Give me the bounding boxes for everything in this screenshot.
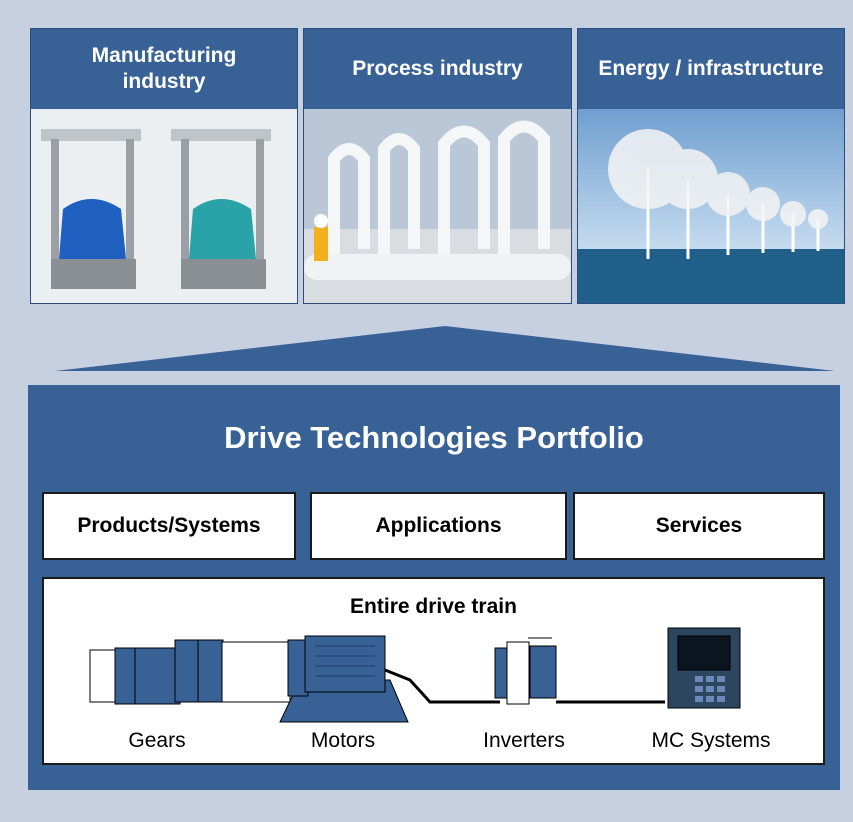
- component-label: MC Systems: [631, 729, 791, 753]
- component-label: Inverters: [444, 729, 604, 753]
- page: Manufacturing industry Process industry …: [0, 0, 853, 822]
- drive-train-drawing: [0, 620, 853, 730]
- component-label: Motors: [263, 729, 423, 753]
- offering-label: Products/Systems: [77, 514, 260, 538]
- drive-train-title: Entire drive train: [42, 595, 825, 619]
- component-label: Gears: [77, 729, 237, 753]
- offering-label: Applications: [375, 514, 501, 538]
- offering-box: Applications: [310, 492, 567, 560]
- portfolio-title: Drive Technologies Portfolio: [28, 420, 840, 456]
- pyramid-arrow: [0, 0, 853, 385]
- offering-label: Services: [656, 514, 742, 538]
- offering-box: Products/Systems: [42, 492, 296, 560]
- offering-box: Services: [573, 492, 825, 560]
